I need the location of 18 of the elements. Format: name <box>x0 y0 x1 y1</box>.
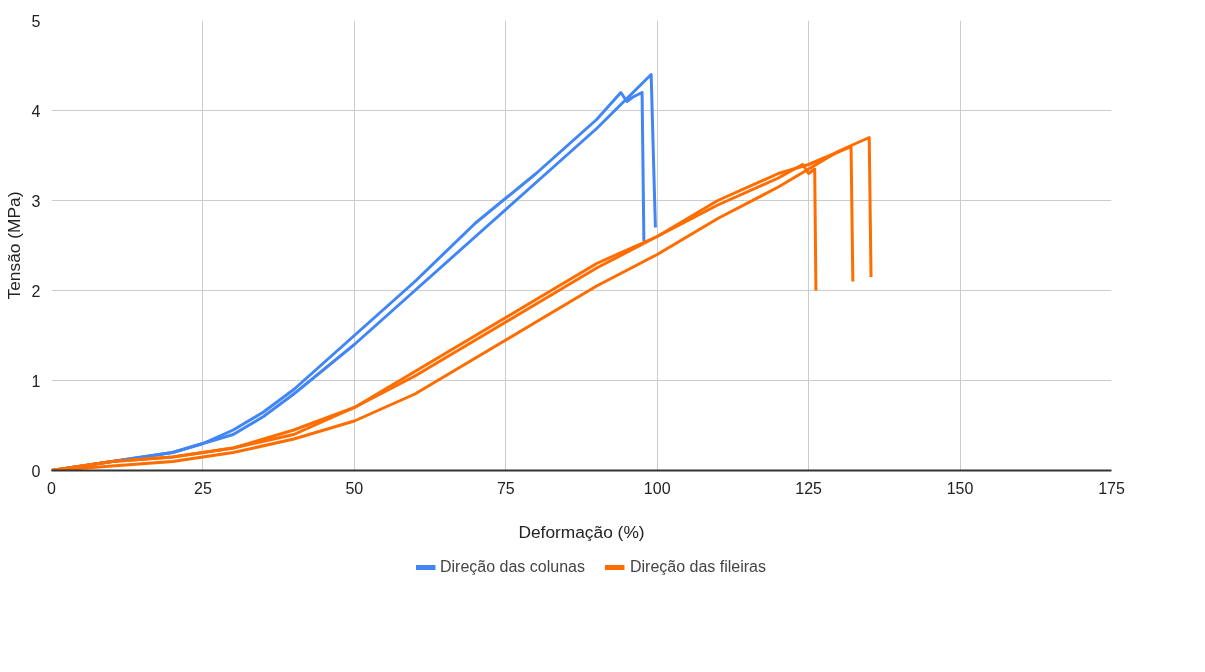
x-tick-label: 50 <box>345 479 364 497</box>
y-tick-label: 1 <box>31 372 41 390</box>
y-axis-title: Tensão (MPa) <box>3 191 24 300</box>
y-tick-label: 3 <box>31 192 41 210</box>
x-tick-label: 25 <box>194 479 212 497</box>
legend-label: Direção das colunas <box>439 557 585 576</box>
y-tick-label: 0 <box>31 462 41 480</box>
x-axis-title: Deformação (%) <box>518 521 645 542</box>
y-tick-label: 4 <box>31 102 41 120</box>
y-tick-label: 5 <box>31 12 41 30</box>
y-tick-label: 2 <box>31 282 41 300</box>
x-tick-label: 150 <box>946 479 974 497</box>
legend-label: Direção das fileiras <box>629 557 767 576</box>
x-tick-label: 125 <box>795 479 823 497</box>
x-tick-label: 75 <box>496 479 515 497</box>
x-tick-label: 0 <box>47 479 57 497</box>
x-tick-label: 100 <box>643 479 671 497</box>
x-tick-label: 175 <box>1098 479 1125 497</box>
